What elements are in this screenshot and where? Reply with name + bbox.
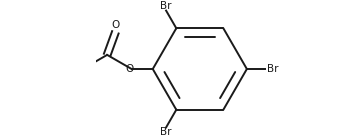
Text: Br: Br <box>160 1 172 11</box>
Text: Br: Br <box>267 64 279 74</box>
Text: Br: Br <box>160 127 172 137</box>
Text: O: O <box>111 19 119 30</box>
Text: O: O <box>125 64 133 74</box>
